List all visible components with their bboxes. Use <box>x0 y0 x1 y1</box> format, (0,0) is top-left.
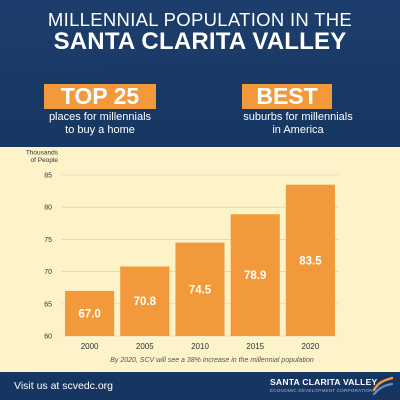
bar-value-label: 83.5 <box>299 255 322 267</box>
badge-top-25-text: places for millennials to buy a home <box>20 111 180 137</box>
y-tick-label: 70 <box>44 269 52 276</box>
x-tick-label: 2005 <box>136 342 154 351</box>
y-axis-label-line-2: of People <box>31 157 59 164</box>
bar-2005 <box>120 266 170 336</box>
logo-main-text: SANTA CLARITA VALLEY <box>270 377 378 387</box>
bar-value-label: 70.8 <box>134 296 157 308</box>
badge-best: BEST <box>242 84 332 109</box>
chart-area: Thousands of People 60 65 70 75 80 85 67.0 200… <box>0 147 400 372</box>
bar-value-label: 67.0 <box>78 308 100 320</box>
x-tick-label: 2020 <box>302 342 320 351</box>
x-tick-label: 2000 <box>81 342 99 351</box>
title-line-1: MILLENNIAL POPULATION IN THE <box>47 9 353 30</box>
y-tick-label: 60 <box>44 334 52 341</box>
chart-annotation: By 2020, SCV will see a 38% increase in … <box>110 357 314 364</box>
bar-layer: 67.0 2000 70.8 2005 74.5 2010 78.9 2015 83.5 2020 <box>65 184 335 351</box>
badge-best-text: suburbs for millennials in America <box>218 111 378 137</box>
y-tick-label: 80 <box>44 205 52 212</box>
y-axis-label-line-1: Thousands <box>26 150 59 157</box>
header-banner: MILLENNIAL POPULATION IN THE SANTA CLARI… <box>0 0 400 147</box>
footer-bar: Visit us at scvedc.org SANTA CLARITA VAL… <box>0 372 400 400</box>
bar-2010 <box>175 242 225 336</box>
x-tick-label: 2015 <box>246 342 264 351</box>
logo-sub-text: ECONOMIC DEVELOPMENT CORPORATION <box>270 388 373 393</box>
badge-top-25-text-line-2: to buy a home <box>65 124 135 136</box>
bar-2015 <box>230 214 280 336</box>
bar-2000 <box>65 290 115 336</box>
badge-best-text-line-1: suburbs for millennials <box>243 111 353 123</box>
y-tick-label: 75 <box>44 237 52 244</box>
scvedc-logo-icon <box>372 376 394 396</box>
bar-chart: Thousands of People 60 65 70 75 80 85 67.0 200… <box>26 150 338 364</box>
title-line-2: SANTA CLARITA VALLEY <box>53 28 347 55</box>
bar-2020 <box>285 184 335 336</box>
badge-top-25: TOP 25 <box>44 84 156 109</box>
y-tick-label: 85 <box>44 173 52 180</box>
bar-value-label: 74.5 <box>189 284 212 296</box>
y-tick-label: 65 <box>44 301 52 308</box>
bar-value-label: 78.9 <box>244 270 266 282</box>
visit-link[interactable]: Visit us at scvedc.org <box>14 380 114 392</box>
badge-best-text-line-2: in America <box>272 124 324 136</box>
badge-top-25-text-line-1: places for millennials <box>48 111 152 123</box>
x-tick-label: 2010 <box>191 342 209 351</box>
